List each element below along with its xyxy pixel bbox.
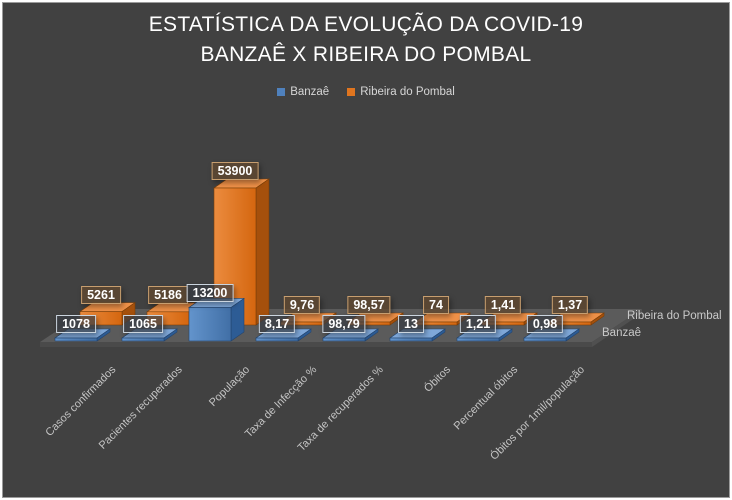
data-label-banzae-0: 1078 bbox=[56, 315, 96, 333]
data-label-ribeira-do-pombal-0: 5261 bbox=[81, 285, 121, 304]
data-label-ribeira-do-pombal-7: 1,37 bbox=[551, 296, 589, 314]
depth-axis-label-1: Banzaê bbox=[602, 327, 642, 339]
data-label-ribeira-do-pombal-6: 1,41 bbox=[484, 296, 522, 314]
category-label-0: Casos confirmados bbox=[43, 363, 119, 439]
floor-front-edge bbox=[40, 342, 592, 347]
data-label-ribeira-do-pombal-5: 74 bbox=[423, 296, 449, 314]
legend-item-ribeira-do-pombal[interactable]: Ribeira do Pombal bbox=[347, 86, 455, 98]
legend-label: Banzaê bbox=[290, 86, 330, 98]
chart-title-line1: ESTATÍSTICA DA EVOLUÇÃO DA COVID-19 bbox=[148, 13, 584, 36]
chart-title: ESTATÍSTICA DA EVOLUÇÃO DA COVID-19 BANZ… bbox=[0, 10, 732, 70]
data-label-ribeira-do-pombal-3: 9,76 bbox=[283, 296, 321, 314]
bar-banzae-2 bbox=[188, 297, 245, 342]
category-label-5: Óbitos bbox=[422, 363, 454, 395]
chart-title-line2: BANZAÊ X RIBEIRA DO POMBAL bbox=[200, 43, 532, 66]
legend-label: Ribeira do Pombal bbox=[360, 86, 455, 98]
data-label-ribeira-do-pombal-2: 53900 bbox=[211, 162, 259, 180]
legend-item-banza-[interactable]: Banzaê bbox=[277, 86, 329, 98]
data-label-banzae-5: 13 bbox=[398, 315, 424, 333]
data-label-banzae-6: 1,21 bbox=[459, 315, 497, 333]
legend: Banzaê Ribeira do Pombal bbox=[0, 86, 732, 98]
category-label-3: Taxa de Infecção % bbox=[242, 363, 320, 441]
legend-swatch-icon bbox=[277, 88, 286, 96]
data-label-banzae-4: 98,79 bbox=[322, 315, 366, 333]
depth-axis-label-0: Ribeira do Pombal bbox=[627, 310, 722, 322]
data-label-banzae-7: 0,98 bbox=[526, 315, 564, 333]
legend-swatch-icon bbox=[347, 88, 356, 96]
category-label-2: População bbox=[206, 363, 253, 410]
floor-right-edge bbox=[592, 309, 642, 347]
data-label-banzae-2: 13200 bbox=[186, 284, 234, 303]
data-label-ribeira-do-pombal-4: 98,57 bbox=[347, 296, 391, 314]
data-label-ribeira-do-pombal-1: 5186 bbox=[148, 285, 188, 304]
data-label-banzae-3: 8,17 bbox=[258, 315, 296, 333]
data-label-banzae-1: 1065 bbox=[123, 315, 163, 333]
category-label-6: Percentual óbitos bbox=[451, 363, 521, 433]
